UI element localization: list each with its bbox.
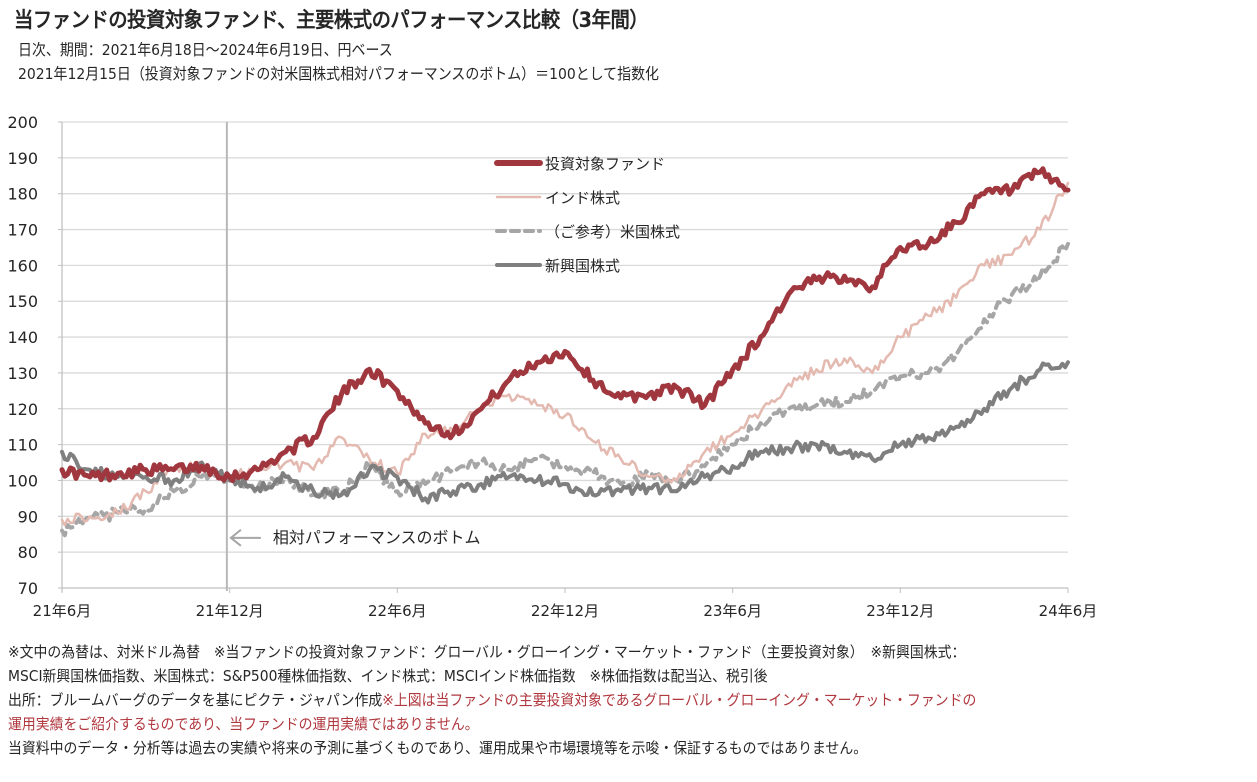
- source-note: 出所：ブルームバーグのデータを基にピクテ・ジャパン作成: [8, 691, 383, 709]
- footnote-line-1: ※文中の為替は、対米ドル為替 ※当ファンドの投資対象ファンド：グローバル・グロー…: [8, 643, 966, 661]
- y-tick-label: 150: [7, 292, 38, 311]
- x-tick-label: 21年12月: [196, 602, 264, 620]
- y-tick-label: 200: [7, 113, 38, 132]
- y-tick-label: 100: [7, 471, 38, 490]
- line-chart: 200190180170160150140130120110100908070 …: [7, 113, 1098, 620]
- series-line-1: [59, 166, 1071, 484]
- legend-label-2: インド株式: [545, 189, 620, 207]
- chart-title: 当ファンドの投資対象ファンド、主要株式のパフォーマンス比較（3年間）: [14, 8, 649, 32]
- annotation-label: 相対パフォーマンスのボトム: [273, 528, 481, 547]
- chart-subtitle-period: 日次、期間：2021年6月18日～2024年6月19日、円ベース: [18, 41, 393, 59]
- legend-label-3: （ご参考）米国株式: [545, 223, 680, 241]
- footnotes: ※文中の為替は、対米ドル為替 ※当ファンドの投資対象ファンド：グローバル・グロー…: [8, 640, 1253, 760]
- x-tick-label: 21年6月: [33, 602, 92, 620]
- y-tick-label: 140: [7, 328, 38, 347]
- gridlines: [62, 121, 1068, 553]
- y-axis-ticks: 200 190 180 170 160 150 140 130 120 110 100 90 80 70: [7, 113, 63, 598]
- left-arrow-icon: [229, 529, 261, 547]
- y-tick-label: 130: [7, 364, 38, 383]
- series-lines: [59, 166, 1071, 538]
- series-line-4: [60, 360, 1070, 505]
- x-tick-label: 23年6月: [703, 602, 762, 620]
- x-axis: 21年6月 21年12月 22年6月 22年12月 23年6月 23年12月 24年6月: [33, 587, 1098, 620]
- chart-subtitle-index-base: 2021年12月15日（投資対象ファンドの対米国株式相対パフォーマンスのボトム）…: [18, 65, 659, 83]
- footnote-line-2: MSCI新興国株価指数、米国株式：S&P500種株価指数、インド株式：MSCIイ…: [8, 667, 768, 685]
- x-tick-label: 23年12月: [866, 602, 934, 620]
- legend-label-1: 投資対象ファンド: [545, 155, 665, 173]
- y-tick-label: 90: [18, 507, 38, 526]
- y-tick-label: 80: [18, 543, 38, 562]
- y-tick-label: 190: [7, 149, 38, 168]
- disclaimer-red-1: ※上図は当ファンドの主要投資対象であるグローバル・グローイング・マーケット・ファ…: [382, 691, 977, 709]
- y-tick-label: 180: [7, 185, 38, 204]
- general-disclaimer: 当資料中のデータ・分析等は過去の実績や将来の予測に基づくものであり、運用成果や市…: [8, 739, 868, 757]
- y-tick-label: 120: [7, 400, 38, 419]
- x-tick-label: 24年6月: [1039, 602, 1098, 620]
- y-tick-label: 160: [7, 256, 38, 275]
- y-tick-label: 70: [18, 579, 38, 598]
- series-line-3: [60, 241, 1070, 538]
- y-tick-label: 170: [7, 221, 38, 240]
- y-tick-label: 110: [7, 436, 38, 455]
- x-tick-label: 22年6月: [368, 602, 427, 620]
- annotation: 相対パフォーマンスのボトム: [229, 528, 481, 547]
- legend-label-4: 新興国株式: [545, 257, 620, 275]
- disclaimer-red-2: 運用実績をご紹介するものであり、当ファンドの運用実績ではありません。: [8, 715, 479, 733]
- footnote-line-3: 出所：ブルームバーグのデータを基にピクテ・ジャパン作成※上図は当ファンドの主要投…: [8, 688, 1160, 712]
- x-tick-label: 22年12月: [531, 602, 599, 620]
